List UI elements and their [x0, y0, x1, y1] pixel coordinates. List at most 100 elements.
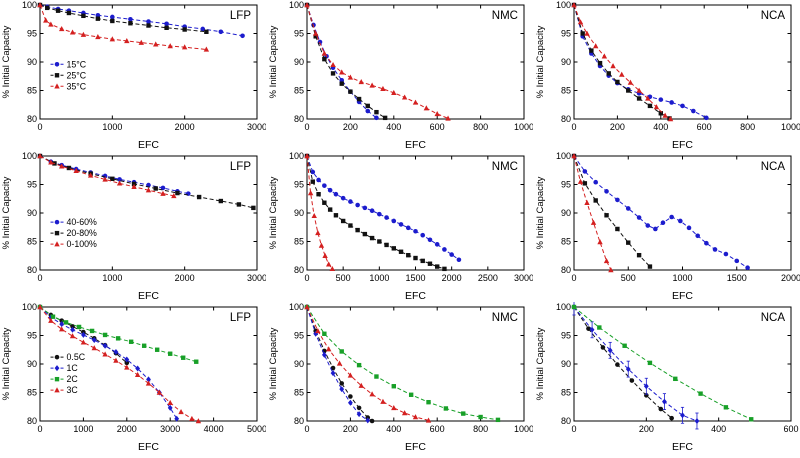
data-point-20-80%: [604, 213, 609, 218]
data-point-35°C: [48, 21, 54, 27]
series-line-1C: [39, 306, 178, 419]
data-point-0-100%: [48, 159, 54, 165]
legend-label: 0.5C: [67, 352, 86, 362]
data-point-0-100%: [73, 167, 79, 174]
data-point-35°C: [571, 2, 577, 8]
data-point-35°C: [80, 31, 87, 37]
y-tick-label: 90: [561, 359, 571, 369]
data-point-40-60%: [384, 215, 389, 220]
y-axis-label: % Initial Capacity: [535, 25, 546, 98]
data-point-2C: [128, 339, 134, 344]
x-tick-label: 3000: [514, 273, 533, 283]
data-point-35°C: [124, 38, 130, 44]
data-point-20-80%: [153, 186, 158, 191]
x-tick-label: 1000: [781, 122, 800, 132]
data-point-40-60%: [348, 199, 353, 204]
data-point-15°C: [128, 16, 133, 22]
data-point-0.5C: [669, 415, 674, 421]
y-tick-label: 85: [294, 388, 304, 398]
data-point-20-80%: [626, 240, 631, 245]
data-point-0-100%: [59, 163, 65, 169]
y-tick-label: 90: [294, 359, 304, 369]
data-point-1C: [643, 383, 649, 390]
data-point-15°C: [164, 21, 169, 27]
data-point-25°C: [636, 96, 642, 101]
data-point-35°C: [330, 61, 336, 68]
legend-marker-20-80%: [54, 230, 60, 236]
data-point-25°C: [382, 115, 388, 121]
data-point-25°C: [182, 27, 187, 32]
y-tick-label: 95: [561, 29, 571, 39]
data-point-1C: [680, 412, 685, 419]
data-point-1C: [348, 399, 353, 406]
y-tick-label: 85: [561, 237, 571, 247]
y-tick-label: 85: [27, 237, 37, 247]
x-tick-label: 1000: [514, 424, 533, 434]
chemistry-label: LFP: [230, 10, 251, 22]
data-point-3C: [336, 360, 343, 366]
data-point-20-80%: [377, 239, 382, 244]
x-tick-label: 600: [783, 424, 798, 434]
data-point-35°C: [312, 30, 319, 36]
data-point-40-60%: [734, 258, 740, 264]
chemistry-label: NMC: [492, 10, 518, 22]
data-point-15°C: [691, 108, 696, 114]
data-point-20-80%: [615, 226, 620, 232]
chemistry-label: NCA: [761, 10, 786, 22]
data-point-0.5C: [586, 326, 591, 331]
data-point-3C: [358, 382, 364, 388]
data-point-25°C: [365, 103, 370, 109]
data-point-40-60%: [398, 222, 404, 227]
x-tick-label: 1000: [73, 424, 93, 434]
x-tick-label: 0: [571, 273, 576, 283]
chart-svg-nca-c-rate: 0 200 400 600 80 85 90 95 100 EFC % Initial Capaci…: [535, 298, 799, 453]
data-point-40-60%: [160, 185, 166, 191]
y-tick-label: 100: [556, 151, 571, 161]
data-point-35°C: [304, 2, 310, 8]
data-point-25°C: [658, 111, 663, 116]
data-point-25°C: [615, 79, 620, 85]
legend-marker-0.5C: [54, 354, 60, 360]
legend-label: 35°C: [67, 81, 87, 91]
y-tick-label: 85: [561, 86, 571, 96]
series-line-20-80%: [39, 155, 254, 209]
data-point-1C: [356, 411, 362, 418]
data-point-2C: [168, 351, 173, 356]
legend-label: 15°C: [67, 59, 87, 69]
x-tick-label: 400: [653, 122, 668, 132]
plot-frame: [39, 155, 258, 271]
y-tick-label: 100: [556, 0, 571, 10]
data-point-35°C: [153, 41, 159, 47]
data-point-40-60%: [369, 208, 375, 214]
data-point-35°C: [653, 104, 660, 110]
data-point-2C: [154, 347, 160, 352]
legend-label: 2C: [67, 374, 79, 384]
chart-svg-nca-soc-window: 0 500 1000 1500 2000 80 85 90 95 100 EFC % Initial …: [535, 151, 800, 302]
subplot-nmc-soc-window: 0 500 1000 1500 2000 2500 3000 80 85 90 95 100 EFC % …: [267, 151, 534, 302]
data-point-2C: [408, 392, 414, 397]
y-axis-label: % Initial Capacity: [1, 176, 12, 249]
data-point-2C: [673, 376, 678, 382]
y-tick-label: 100: [289, 151, 304, 161]
x-axis-label: EFC: [405, 139, 426, 151]
chart-svg-lfp-soc-window: 0 1000 2000 3000 80 85 90 95 100 EFC % Initial Cap…: [1, 151, 267, 302]
x-axis-label: EFC: [672, 139, 693, 151]
data-point-0-100%: [311, 212, 317, 219]
data-point-0-100%: [597, 239, 603, 245]
data-point-1C: [662, 398, 667, 405]
data-point-35°C: [59, 26, 65, 32]
data-point-25°C: [322, 56, 327, 62]
data-point-0-100%: [307, 190, 314, 196]
y-tick-label: 95: [561, 331, 571, 341]
data-point-1C: [59, 321, 65, 328]
data-point-20-80%: [348, 223, 353, 228]
data-point-40-60%: [322, 183, 327, 188]
data-point-40-60%: [653, 226, 658, 232]
x-tick-label: 2000: [781, 273, 800, 283]
x-tick-label: 0: [571, 424, 576, 434]
series-line-15°C: [306, 4, 377, 119]
data-point-15°C: [240, 33, 245, 39]
y-tick-label: 90: [561, 208, 571, 218]
series-line-0.5C: [573, 306, 673, 419]
legend-marker-35°C: [54, 83, 60, 89]
